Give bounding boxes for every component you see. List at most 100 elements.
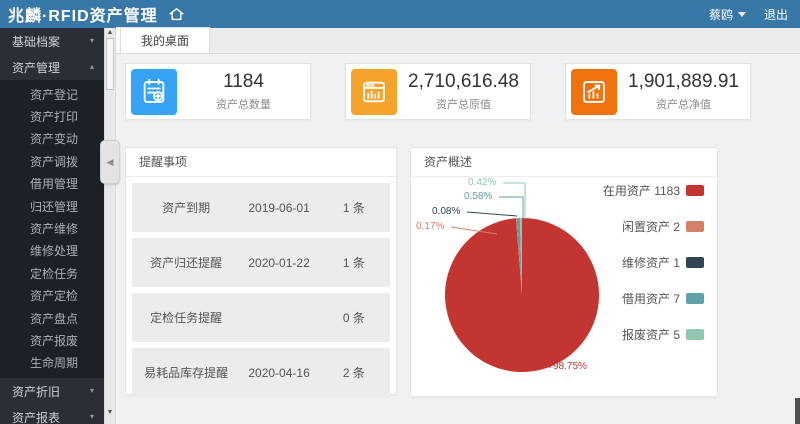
sidebar-group-label: 资产报表 [12, 410, 61, 424]
legend-item[interactable]: 维修资产 1 [622, 254, 704, 271]
pie-percent-label: 0.17% [416, 221, 445, 232]
stat-card-1: 1184 资产总数量 [125, 63, 311, 120]
chevron-down-icon: ▾ [89, 412, 94, 422]
asset-overview-panel: 资产概述 在用资产 1183 闲置资产 2 维修资产 1 借用资产 7 报废资产 5 0… [410, 147, 718, 397]
stat-cards: 1184 资产总数量 2,710,616.48 资产总原值 1,901,889.91 资产… [125, 63, 800, 120]
pie-slice-报废资产[interactable] [519, 218, 522, 295]
pie-percent-label: 0.08% [432, 206, 461, 217]
chevron-down-icon: ▾ [89, 386, 94, 396]
legend-label: 报废资产 5 [621, 328, 680, 342]
asset-overview-title: 资产概述 [411, 148, 717, 177]
tab-strip-lead [116, 27, 120, 53]
legend-item[interactable]: 报废资产 5 [622, 326, 704, 343]
user-menu[interactable]: 蔡鸥 [709, 6, 746, 23]
reminder-count: 1 条 [342, 256, 365, 270]
legend-item[interactable]: 闲置资产 2 [622, 218, 704, 235]
reminder-row[interactable]: 定检任务提醒 0 条 [132, 293, 390, 342]
scrollbar-thumb[interactable] [106, 38, 114, 90]
legend-swatch [686, 221, 704, 232]
sidebar-group-label: 基础档案 [12, 34, 61, 49]
stat-label: 资产总净值 [656, 99, 711, 111]
sidebar-item[interactable]: 资产调拨 [30, 154, 79, 169]
legend-label: 闲置资产 2 [621, 220, 680, 234]
reminder-name: 定检任务提醒 [150, 311, 223, 325]
reminder-name: 易耗品库存提醒 [144, 366, 229, 380]
legend-item[interactable]: 借用资产 7 [622, 290, 704, 307]
username: 蔡鸥 [708, 7, 733, 22]
sidebar-submenu: 资产登记资产打印资产变动资产调拨借用管理归还管理资产维修维修处理定检任务资产定检… [0, 80, 104, 379]
asset-overview-pie-chart [445, 182, 600, 372]
pie-slice-闲置资产[interactable] [515, 218, 522, 295]
pie-percent-label: 0.42% [468, 177, 497, 188]
sidebar-group-3[interactable]: 资产折旧 ▾ [0, 378, 104, 404]
chevron-down-icon [737, 11, 746, 17]
trend-up-icon [571, 68, 617, 115]
window-chart-icon [351, 68, 397, 115]
sidebar-group-label: 资产折旧 [12, 384, 61, 399]
main-content: 我的桌面 1184 资产总数量 2,710,616.48 资产总原值 1,901,889… [116, 27, 800, 424]
window-scrollbar-thumb[interactable] [795, 398, 800, 424]
sidebar: 基础档案 ▾ 资产管理 ▴ 资产登记资产打印资产变动资产调拨借用管理归还管理资产维修维修… [0, 28, 104, 424]
stat-label: 资产总原值 [436, 99, 491, 111]
reminder-date: 2019-06-01 [248, 200, 310, 215]
legend-swatch [686, 185, 704, 196]
legend-label: 维修资产 1 [621, 256, 680, 270]
sidebar-item[interactable]: 资产打印 [30, 110, 79, 125]
legend-label: 借用资产 7 [621, 292, 680, 306]
sidebar-item[interactable]: 定检任务 [30, 266, 79, 281]
chevron-down-icon: ▾ [89, 36, 94, 45]
sidebar-group-2[interactable]: 资产管理 ▴ [0, 54, 104, 80]
scroll-down-icon[interactable]: ▼ [106, 409, 114, 416]
reminders-list: 资产到期 2019-06-01 1 条资产归还提醒 2020-01-22 1 条定检任务… [126, 177, 396, 397]
sidebar-item[interactable]: 资产变动 [30, 132, 79, 147]
chevron-up-icon: ▴ [89, 62, 94, 71]
sidebar-item[interactable]: 归还管理 [30, 199, 79, 214]
reminders-panel-title: 提醒事项 [126, 148, 396, 177]
reminder-count: 0 条 [342, 311, 365, 325]
sidebar-collapse-handle[interactable]: ◀ [100, 140, 120, 184]
pie-slice-维修资产[interactable] [516, 218, 522, 295]
label-leader-line [499, 196, 524, 219]
app-logo: 兆麟·RFID资产管理 [8, 8, 158, 25]
sidebar-group-1[interactable]: 基础档案 ▾ [0, 28, 104, 54]
legend-swatch [686, 329, 704, 340]
label-leader-line [466, 211, 518, 217]
content-scrollbar[interactable]: ▲ ▼ [104, 28, 116, 424]
top-bar: 兆麟·RFID资产管理 蔡鸥 退出 [0, 0, 800, 28]
asset-overview-chart: 在用资产 1183 闲置资产 2 维修资产 1 借用资产 7 报废资产 5 0.42% 0… [411, 177, 717, 396]
sidebar-group-4[interactable]: 资产报表 ▾ [0, 404, 104, 424]
reminder-row[interactable]: 资产到期 2019-06-01 1 条 [132, 183, 390, 232]
reminder-row[interactable]: 易耗品库存提醒 2020-04-16 2 条 [132, 348, 390, 397]
sidebar-item[interactable]: 资产盘点 [30, 311, 79, 326]
label-leader-line [503, 182, 526, 219]
stat-card-3: 1,901,889.91 资产总净值 [565, 63, 751, 120]
tab-my-desktop[interactable]: 我的桌面 [120, 27, 211, 53]
home-icon[interactable] [168, 6, 185, 23]
sidebar-item[interactable]: 维修处理 [30, 244, 79, 259]
reminder-row[interactable]: 资产归还提醒 2020-01-22 1 条 [132, 238, 390, 287]
legend-item[interactable]: 在用资产 1183 [603, 182, 704, 199]
reminder-date: 2020-01-22 [248, 255, 310, 270]
scroll-up-icon[interactable]: ▲ [106, 29, 114, 36]
legend-label: 在用资产 1183 [602, 184, 680, 198]
tab-bar: 我的桌面 [116, 27, 800, 54]
clipboard-plus-icon [131, 68, 177, 115]
reminder-name: 资产归还提醒 [150, 256, 223, 270]
stat-label: 资产总数量 [216, 99, 271, 111]
sidebar-item[interactable]: 生命周期 [30, 356, 79, 371]
logout-button[interactable]: 退出 [763, 7, 788, 22]
sidebar-item[interactable]: 资产定检 [30, 289, 79, 304]
sidebar-item[interactable]: 借用管理 [30, 177, 79, 192]
stat-value: 1,901,889.91 [628, 71, 739, 92]
sidebar-group-label: 资产管理 [12, 60, 61, 75]
label-leader-line [534, 350, 551, 368]
reminders-panel: 提醒事项 资产到期 2019-06-01 1 条资产归还提醒 2020-01-22 1 … [125, 147, 397, 397]
legend-swatch [686, 293, 704, 304]
pie-slice-借用资产[interactable] [517, 218, 522, 295]
sidebar-item[interactable]: 资产维修 [30, 222, 79, 237]
stat-value: 1184 [223, 71, 264, 92]
reminder-name: 资产到期 [162, 201, 211, 215]
sidebar-item[interactable]: 资产报废 [30, 333, 79, 348]
pie-slice-在用资产[interactable] [445, 218, 600, 372]
sidebar-item[interactable]: 资产登记 [30, 87, 79, 102]
